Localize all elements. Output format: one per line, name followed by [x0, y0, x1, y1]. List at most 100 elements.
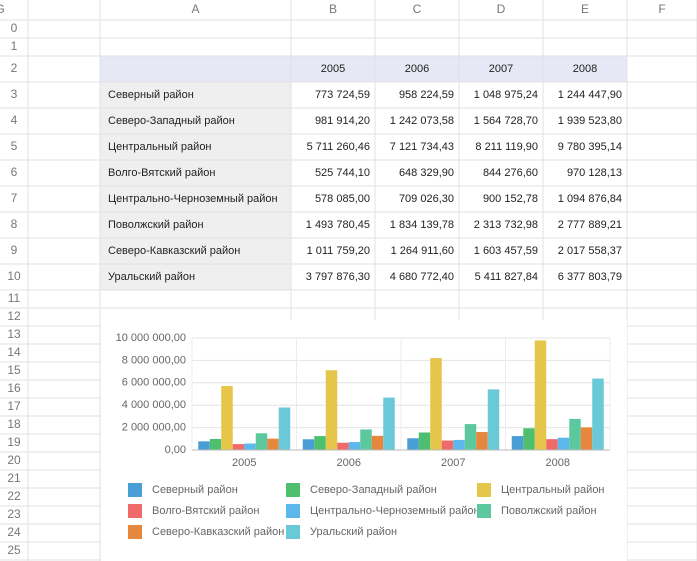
y-tick-label: 4 000 000,00	[122, 399, 186, 411]
x-tick-label: 2006	[337, 457, 361, 469]
legend-label: Северный район	[152, 484, 238, 496]
row-number: 16	[7, 381, 21, 395]
bar	[198, 441, 210, 450]
bar	[569, 418, 581, 450]
bar	[557, 437, 570, 450]
legend-swatch	[477, 504, 491, 518]
table-cell: 1 011 759,20	[307, 245, 370, 257]
legend-label: Северо-Кавказский район	[152, 526, 284, 538]
row-number: 20	[7, 453, 21, 467]
row-number: 14	[7, 345, 21, 359]
table-cell: 709 026,30	[399, 193, 454, 205]
table-header: 2007	[489, 63, 513, 75]
row-number: 10	[7, 269, 21, 283]
table-cell: 525 744,10	[315, 167, 370, 179]
bar	[302, 439, 315, 450]
column-header: A	[191, 2, 199, 16]
bar	[580, 427, 593, 450]
table-cell: 5 411 827,84	[475, 271, 538, 283]
row-label: Центральный район	[108, 141, 212, 153]
row-number: 5	[11, 139, 18, 153]
bar	[430, 358, 442, 450]
bar	[337, 442, 349, 450]
row-number: 18	[7, 417, 21, 431]
row-number: 24	[7, 525, 21, 539]
table-header: 2008	[573, 63, 597, 75]
table-cell: 1 564 728,70	[474, 115, 538, 127]
table-cell: 7 121 734,43	[390, 141, 454, 153]
row-number: 19	[7, 435, 21, 449]
row-number: 17	[7, 399, 21, 413]
row-number: 7	[11, 191, 18, 205]
bar	[464, 424, 477, 450]
row-label: Северный район	[108, 89, 194, 101]
bar	[383, 397, 395, 450]
row-label: Северо-Западный район	[108, 115, 235, 127]
bar	[453, 439, 465, 450]
legend-swatch	[128, 504, 142, 518]
table-cell: 1 242 073,58	[390, 115, 454, 127]
column-header: D	[497, 2, 506, 16]
bar	[232, 444, 245, 450]
row-label: Северо-Кавказский район	[108, 245, 240, 257]
row-number: 21	[7, 471, 21, 485]
column-header: B	[329, 2, 337, 16]
bar	[221, 386, 233, 450]
row-number: 11	[8, 291, 21, 305]
table-cell: 1 493 780,45	[306, 219, 370, 231]
table-cell: 6 377 803,79	[558, 271, 622, 283]
table-cell: 1 603 457,59	[474, 245, 538, 257]
bar	[523, 428, 535, 450]
legend-swatch	[128, 483, 142, 497]
row-number: 0	[11, 21, 18, 35]
bar	[360, 429, 372, 450]
table-cell: 958 224,59	[399, 89, 454, 101]
table-cell: 1 094 876,84	[558, 193, 622, 205]
row-number: 4	[11, 113, 18, 127]
y-tick-label: 10 000 000,00	[116, 332, 186, 344]
table-cell: 1 834 139,78	[390, 219, 454, 231]
column-header: E	[581, 2, 589, 16]
legend-swatch	[286, 525, 300, 539]
legend-label: Уральский район	[310, 526, 397, 538]
bar	[407, 438, 419, 450]
bar	[244, 443, 256, 450]
column-header: F	[658, 2, 665, 16]
legend-label: Волго-Вятский район	[152, 505, 260, 517]
bar	[209, 439, 222, 450]
table-cell: 1 264 911,60	[391, 245, 454, 257]
table-cell: 2 777 889,21	[558, 219, 622, 231]
row-number: 13	[7, 327, 21, 341]
x-tick-label: 2005	[232, 457, 256, 469]
table-cell: 844 276,60	[483, 167, 538, 179]
table-cell: 8 211 119,90	[475, 141, 538, 153]
table-cell: 1 939 523,80	[558, 115, 622, 127]
table-cell: 1 048 975,24	[474, 89, 538, 101]
bar	[255, 433, 268, 450]
table-cell: 2 017 558,37	[558, 245, 622, 257]
row-label: Уральский район	[108, 271, 195, 283]
bar	[476, 432, 488, 450]
table-cell: 4 680 772,40	[390, 271, 454, 283]
bar	[325, 370, 338, 450]
table-cell: 5 711 260,46	[307, 141, 370, 153]
bar	[546, 439, 558, 450]
table-cell: 3 797 876,30	[306, 271, 370, 283]
row-number: 9	[11, 243, 18, 257]
legend-label: Центральный район	[501, 484, 605, 496]
legend-swatch	[286, 504, 300, 518]
legend-swatch	[128, 525, 142, 539]
row-number: 23	[7, 507, 21, 521]
table-cell: 981 914,20	[315, 115, 370, 127]
row-number: 6	[11, 165, 18, 179]
bar	[267, 438, 279, 450]
bar	[511, 436, 524, 450]
y-tick-label: 2 000 000,00	[122, 422, 186, 434]
legend-label: Поволжский район	[501, 505, 597, 517]
bar	[487, 389, 500, 450]
table-cell: 578 085,00	[315, 193, 370, 205]
legend-swatch	[286, 483, 300, 497]
bar	[441, 440, 454, 450]
bar	[278, 407, 291, 450]
